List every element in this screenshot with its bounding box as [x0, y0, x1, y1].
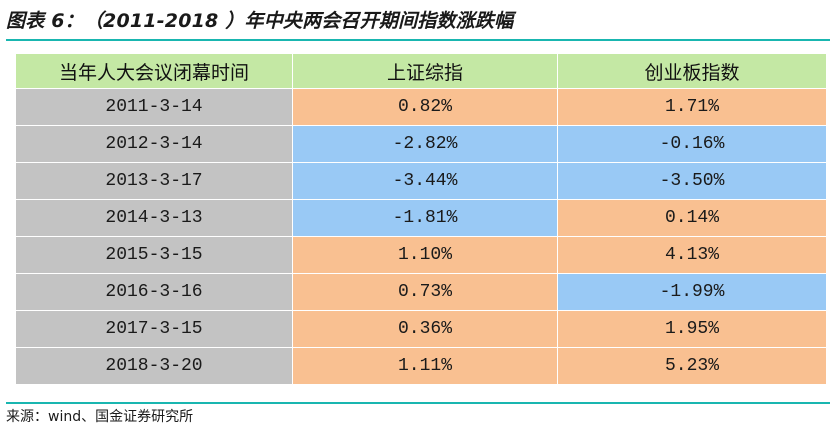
shanghai-change-cell: 0.36% — [292, 310, 558, 348]
table-row: 2016-3-16 0.73% -1.99% — [15, 273, 827, 311]
table-row: 2015-3-15 1.10% 4.13% — [15, 236, 827, 274]
chinext-change-cell: 1.95% — [557, 310, 827, 348]
chinext-change-cell: -0.16% — [557, 125, 827, 163]
chinext-change-cell: 1.71% — [557, 88, 827, 126]
table-row: 2018-3-20 1.11% 5.23% — [15, 347, 827, 385]
shanghai-change-cell: -3.44% — [292, 162, 558, 200]
table-row: 2012-3-14 -2.82% -0.16% — [15, 125, 827, 163]
index-change-table: 当年人大会议闭幕时间 上证综指 创业板指数 2011-3-14 0.82% 1.… — [15, 53, 827, 385]
date-cell: 2015-3-15 — [15, 236, 293, 274]
shanghai-change-cell: 1.10% — [292, 236, 558, 274]
figure-title: 图表 6：（2011-2018 ）年中央两会召开期间指数涨跌幅 — [6, 10, 514, 32]
table-row: 2017-3-15 0.36% 1.95% — [15, 310, 827, 348]
date-cell: 2018-3-20 — [15, 347, 293, 385]
bottom-divider — [6, 402, 830, 404]
date-cell: 2017-3-15 — [15, 310, 293, 348]
shanghai-change-cell: 0.73% — [292, 273, 558, 311]
chinext-change-cell: 4.13% — [557, 236, 827, 274]
shanghai-change-cell: -2.82% — [292, 125, 558, 163]
header-meeting-date: 当年人大会议闭幕时间 — [15, 53, 293, 89]
header-chinext-index: 创业板指数 — [557, 53, 827, 89]
chinext-change-cell: -3.50% — [557, 162, 827, 200]
top-divider — [6, 39, 830, 41]
chinext-change-cell: 0.14% — [557, 199, 827, 237]
date-cell: 2016-3-16 — [15, 273, 293, 311]
shanghai-change-cell: 0.82% — [292, 88, 558, 126]
table-header-row: 当年人大会议闭幕时间 上证综指 创业板指数 — [15, 53, 827, 89]
source-note: 来源：wind、国金证券研究所 — [6, 409, 194, 425]
chinext-change-cell: -1.99% — [557, 273, 827, 311]
table-row: 2013-3-17 -3.44% -3.50% — [15, 162, 827, 200]
shanghai-change-cell: -1.81% — [292, 199, 558, 237]
date-cell: 2011-3-14 — [15, 88, 293, 126]
chinext-change-cell: 5.23% — [557, 347, 827, 385]
date-cell: 2014-3-13 — [15, 199, 293, 237]
header-shanghai-composite: 上证综指 — [292, 53, 558, 89]
table-row: 2011-3-14 0.82% 1.71% — [15, 88, 827, 126]
shanghai-change-cell: 1.11% — [292, 347, 558, 385]
date-cell: 2012-3-14 — [15, 125, 293, 163]
table-row: 2014-3-13 -1.81% 0.14% — [15, 199, 827, 237]
date-cell: 2013-3-17 — [15, 162, 293, 200]
